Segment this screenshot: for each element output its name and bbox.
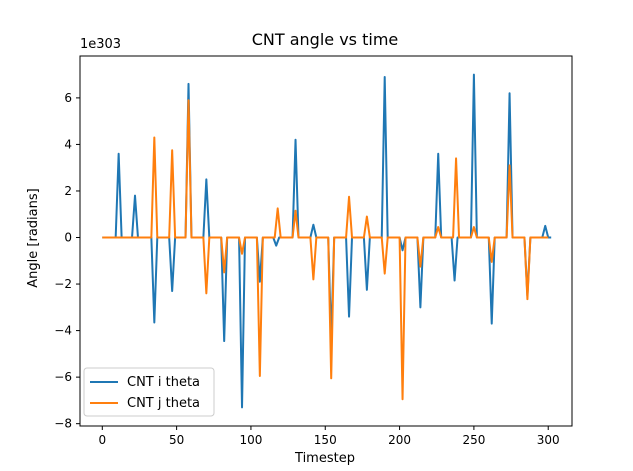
- y-tick-label: −6: [54, 370, 72, 384]
- y-tick-label: −2: [54, 277, 72, 291]
- x-tick-label: 100: [239, 433, 262, 447]
- x-tick-label: 300: [537, 433, 560, 447]
- x-tick-label: 250: [462, 433, 485, 447]
- x-tick-label: 150: [314, 433, 337, 447]
- y-tick-label: 4: [64, 137, 72, 151]
- x-tick-label: 200: [388, 433, 411, 447]
- legend: CNT i theta CNT j theta: [83, 367, 215, 417]
- plot-frame: [79, 55, 573, 427]
- legend-label-cnt-j: CNT j theta: [127, 396, 200, 411]
- y-tick-label: −8: [54, 417, 72, 431]
- y-tick-label: 6: [64, 91, 72, 105]
- series-layer: [102, 73, 552, 409]
- x-axis-label: Timestep: [294, 451, 355, 466]
- legend-label-cnt-i: CNT i theta: [127, 375, 200, 390]
- series-line-cnt-j-theta: [102, 99, 549, 401]
- x-tick-label: 0: [98, 433, 106, 447]
- chart-title: CNT angle vs time: [252, 30, 399, 49]
- y-offset-label: 1e303: [80, 37, 121, 52]
- y-tick-label: 0: [64, 231, 72, 245]
- y-tick-label: −4: [54, 324, 72, 338]
- ticks-layer: 0 50 100 150 200 250 300 −8 −6 −4 −2 0 2 4 6: [54, 91, 559, 447]
- x-tick-label: 50: [169, 433, 184, 447]
- y-tick-label: 2: [64, 184, 72, 198]
- y-axis-label: Angle [radians]: [26, 188, 41, 287]
